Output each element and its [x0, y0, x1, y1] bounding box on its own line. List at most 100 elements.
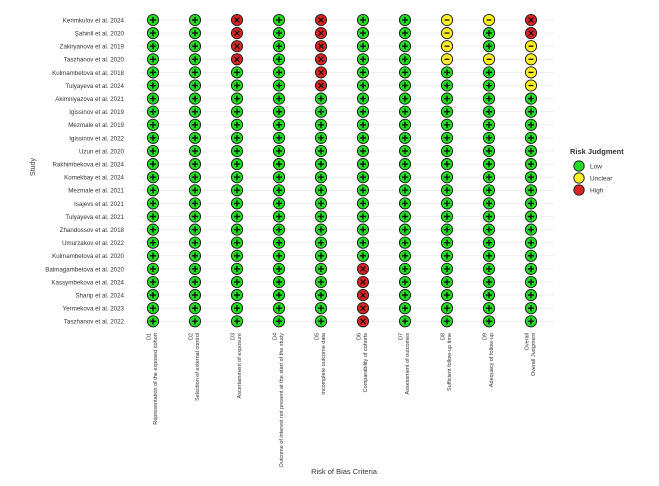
cross-icon-b [360, 266, 366, 272]
judgment-cell [272, 275, 286, 289]
judgment-cell [482, 302, 496, 315]
judgment-cell [482, 236, 496, 249]
judgment-cell [272, 66, 286, 79]
study-labels: Kerimkulov et al. 2024 Şahinli et al. 202… [45, 17, 124, 325]
judgment-cell [188, 27, 202, 40]
cross-icon-b [234, 30, 240, 36]
judgment-cell [356, 105, 370, 118]
judgment-cell [398, 13, 412, 27]
judgment-cell [272, 131, 286, 144]
judgment-cell [230, 40, 244, 53]
criterion-label: Adequacy of follow-up [489, 333, 495, 387]
judgment-cell [188, 53, 202, 66]
judgment-cell [314, 27, 328, 40]
judgment-cell [188, 118, 202, 131]
judgment-cell [314, 13, 328, 27]
judgment-cell [524, 105, 538, 118]
judgment-cell [524, 184, 538, 197]
judgment-cell [188, 249, 202, 262]
judgment-cell [272, 79, 286, 92]
judgment-cell [440, 13, 454, 27]
study-label: Tulyayeva et al. 2024 [65, 83, 124, 90]
judgment-cell [524, 302, 538, 315]
judgment-cell [356, 249, 370, 262]
judgment-cell [314, 131, 328, 144]
criterion-code: D2 [189, 333, 195, 340]
legend-marker [573, 172, 585, 184]
judgment-cell [314, 289, 328, 302]
judgment-cell [272, 289, 286, 302]
judgment-cell [314, 197, 328, 210]
judgment-cell [272, 171, 286, 184]
legend-marker [573, 184, 585, 196]
judgment-cell [314, 275, 328, 289]
judgment-cell [230, 66, 244, 79]
criterion-code: D4 [273, 333, 279, 340]
study-label: Taszhanov et al. 2022 [64, 319, 125, 326]
judgment-cell [272, 144, 286, 158]
judgment-cell [314, 315, 328, 328]
judgment-cell [524, 66, 538, 79]
judgment-cell [440, 210, 454, 223]
judgment-cell [230, 184, 244, 197]
judgment-cell [146, 302, 160, 315]
judgment-cell [272, 158, 286, 171]
judgment-cell [356, 262, 370, 275]
judgment-cell [272, 223, 286, 236]
judgment-cell [398, 302, 412, 315]
cross-icon-b [318, 30, 324, 36]
judgment-cell [482, 144, 496, 158]
judgment-cell [398, 210, 412, 223]
judgment-cell [188, 262, 202, 275]
judgment-cell [146, 210, 160, 223]
judgment-cell [398, 66, 412, 79]
judgment-cell [272, 13, 286, 27]
study-label: Kulmambetova et al. 2018 [52, 70, 124, 77]
criterion-code: D7 [399, 333, 405, 340]
judgment-cell [482, 289, 496, 302]
judgment-cell [146, 249, 160, 262]
judgment-cell [314, 236, 328, 249]
cross-icon-b [234, 56, 240, 63]
judgment-cell [440, 131, 454, 144]
judgment-cell [398, 197, 412, 210]
cross-icon-b [318, 43, 324, 50]
judgment-cell [482, 197, 496, 210]
judgment-cell [230, 210, 244, 223]
judgment-cell [314, 249, 328, 262]
judgment-cell [230, 262, 244, 275]
judgment-cell [146, 197, 160, 210]
legend-marker [573, 160, 585, 172]
judgment-cell [230, 144, 244, 158]
judgment-cell [524, 79, 538, 92]
judgment-cell [230, 236, 244, 249]
judgment-cell [356, 236, 370, 249]
judgment-cell [188, 79, 202, 92]
judgment-cell [188, 210, 202, 223]
judgment-cell [440, 40, 454, 53]
legend-label: Low [590, 163, 602, 170]
judgment-cell [524, 315, 538, 328]
cross-icon-b [528, 17, 534, 23]
judgment-cell [356, 158, 370, 171]
study-label: Kulmambetova et al. 2020 [52, 253, 124, 260]
judgment-cell [188, 131, 202, 144]
judgment-cell [230, 27, 244, 40]
judgment-cell [398, 275, 412, 289]
judgment-cell [524, 249, 538, 262]
judgment-cell [482, 249, 496, 262]
judgment-cell [356, 289, 370, 302]
judgment-cell [314, 262, 328, 275]
judgment-cell [440, 158, 454, 171]
judgment-cell [188, 40, 202, 53]
judgment-cell [398, 131, 412, 144]
judgment-cell [482, 262, 496, 275]
judgment-cell [230, 13, 244, 27]
judgment-cell [440, 92, 454, 105]
judgment-cells [146, 13, 538, 328]
study-label: Kassymbekova et al. 2024 [51, 279, 124, 286]
judgment-cell [524, 171, 538, 184]
judgment-cell [440, 184, 454, 197]
study-label: Igissinov et al. 2019 [69, 109, 124, 116]
